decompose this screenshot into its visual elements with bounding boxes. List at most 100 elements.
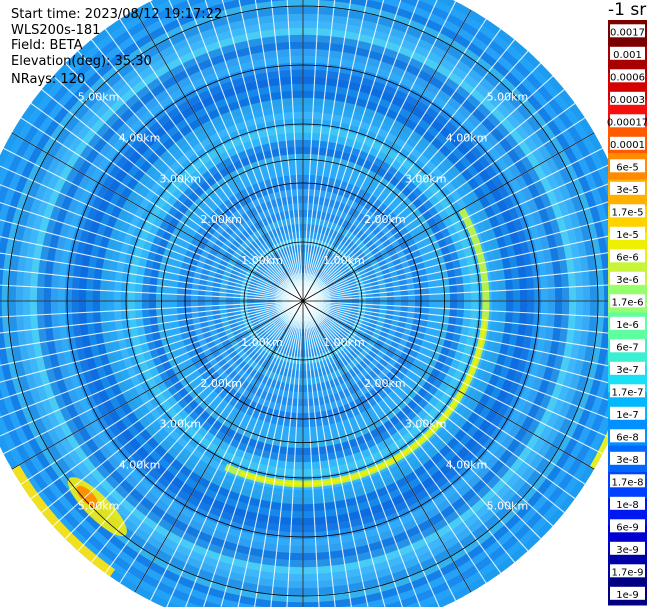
colorbar-label: 1e-9 — [616, 590, 639, 601]
colorbar-label: 0.001 — [613, 50, 642, 61]
ray-line — [302, 300, 339, 607]
colorbar-label: 1e-6 — [616, 320, 639, 331]
ray-line — [0, 179, 304, 302]
ray-line — [0, 265, 304, 302]
ray-line — [302, 300, 554, 527]
colorbar-title: -1 sr — [608, 0, 647, 20]
colorbar-label: 3e-6 — [616, 275, 639, 286]
colorbar-label-bg — [610, 114, 645, 128]
ray-line — [302, 0, 441, 302]
ray-line — [0, 230, 304, 302]
spoke-line — [11, 132, 304, 302]
ray-line — [302, 230, 633, 302]
field-text: Field: BETA — [11, 38, 83, 53]
ray-line — [302, 300, 633, 372]
colorbar-label: 0.0006 — [610, 72, 645, 83]
ray-line — [0, 300, 304, 406]
hotspot-core — [76, 485, 99, 508]
ray-line — [284, 300, 304, 607]
ring-label: 4.00km — [446, 459, 488, 472]
ray-line — [0, 196, 304, 302]
ray-line — [302, 0, 322, 302]
ring-label: 2.00km — [364, 213, 406, 226]
colorbar-label-bg — [610, 271, 645, 285]
spoke-line — [302, 9, 472, 302]
nrays-text: NRays: 120 — [11, 72, 86, 87]
ray-line — [165, 300, 304, 607]
ring-label: 3.00km — [405, 172, 447, 185]
ray-line — [302, 300, 586, 485]
ray-line — [302, 300, 529, 552]
ray-line — [3, 147, 304, 302]
colorbar-label: 0.00017 — [607, 117, 647, 128]
ray-line — [302, 300, 636, 355]
ray-line — [302, 300, 408, 607]
ring-label: 1.00km — [323, 254, 365, 267]
ray-line — [302, 300, 576, 500]
start-time-text: Start time: 2023/08/12 19:17:22 — [11, 7, 223, 22]
ray-line — [0, 163, 304, 302]
ray-line — [302, 0, 408, 302]
ring-label: 5.00km — [487, 499, 529, 512]
ray-line — [64, 62, 304, 302]
ring-label: 5.00km — [78, 499, 120, 512]
ray-line — [20, 300, 304, 485]
ray-line — [302, 28, 502, 302]
ray-line — [181, 300, 304, 607]
instrument-text: WLS200s-181 — [11, 23, 101, 38]
colorbar-label: 1e-5 — [616, 230, 639, 241]
colorbar-label: 1e-7 — [616, 410, 639, 421]
ray-line — [302, 0, 425, 302]
ray-line — [302, 300, 502, 574]
ray-line — [0, 300, 304, 389]
ray-line — [104, 28, 304, 302]
ray-line — [119, 300, 304, 584]
ray-line — [302, 300, 618, 423]
colorbar-label-bg — [610, 541, 645, 555]
colorbar-label: 3e-7 — [616, 365, 639, 376]
ray-line — [302, 300, 611, 439]
ray-line — [302, 1, 457, 302]
ring-label: 2.00km — [364, 377, 406, 390]
colorbar-label-bg — [610, 181, 645, 195]
colorbar-label-bg — [610, 159, 645, 173]
colorbar-label: 1e-8 — [616, 500, 639, 511]
ray-line — [0, 300, 304, 320]
colorbar-label: 3e-5 — [616, 185, 639, 196]
colorbar-label-bg — [610, 564, 645, 578]
spoke-line — [134, 9, 304, 302]
ray-line — [302, 300, 457, 601]
colorbar-label: 1.7e-8 — [611, 477, 643, 488]
ray-line — [302, 300, 639, 320]
ray-line — [249, 0, 304, 302]
ray-line — [52, 75, 304, 302]
colorbar-label: 3e-9 — [616, 545, 639, 556]
ray-line — [0, 247, 304, 302]
ray-line — [302, 213, 628, 302]
colorbar-label-bg — [610, 46, 645, 60]
colorbar-label: 6e-7 — [616, 342, 639, 353]
colorbar-label-bg — [610, 361, 645, 375]
ray-line — [302, 75, 554, 302]
ray-line — [302, 300, 322, 607]
ray-line — [302, 0, 391, 302]
colorbar-label-bg — [610, 294, 645, 308]
ring-label: 3.00km — [160, 418, 202, 431]
colorbar-label-bg — [610, 429, 645, 443]
ring-label: 5.00km — [487, 91, 529, 104]
ray-line — [20, 117, 304, 302]
ray-line — [0, 300, 304, 439]
colorbar-label-bg — [610, 586, 645, 600]
colorbar-label: 1.7e-6 — [611, 297, 643, 308]
ray-line — [302, 300, 628, 389]
colorbar-label-bg — [610, 204, 645, 218]
ring-label: 4.00km — [446, 132, 488, 145]
outer-edge-highlight-sw — [7, 464, 116, 581]
ray-line — [302, 247, 636, 302]
colorbar-label-bg — [610, 384, 645, 398]
ray-line — [302, 282, 639, 302]
ray-line — [104, 300, 304, 574]
ring-label: 3.00km — [405, 418, 447, 431]
colorbar-label: 1.7e-5 — [611, 207, 643, 218]
